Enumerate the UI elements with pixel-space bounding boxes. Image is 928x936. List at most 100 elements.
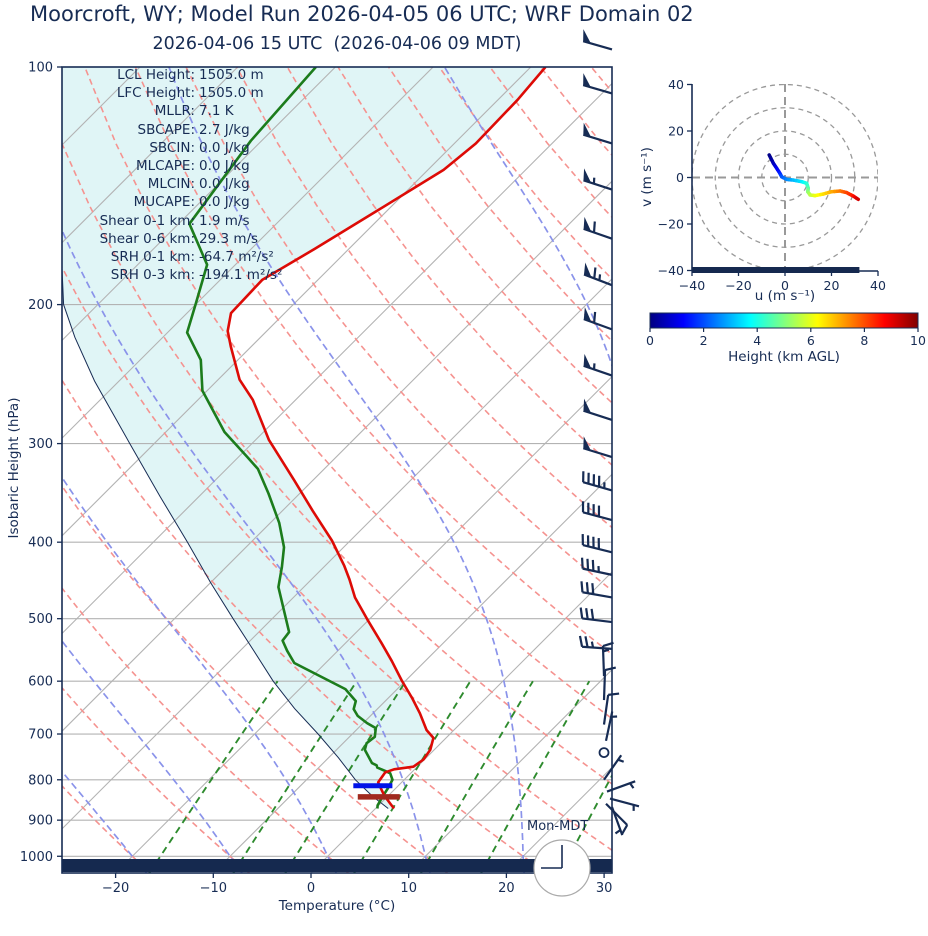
wind-barb-full	[585, 582, 589, 594]
hodograph-u-tick-label: −20	[725, 278, 751, 293]
mixing-ratio-line	[420, 680, 534, 873]
dry-adiabat-line	[62, 686, 250, 873]
stat-label: MLCAPE:	[135, 157, 195, 174]
wind-barb-full	[620, 824, 629, 836]
dewpoint-curve	[185, 67, 394, 809]
pressure-tick-label: 1000	[20, 850, 53, 865]
isotherm-line	[62, 67, 239, 244]
skewt-axes-frame	[61, 66, 613, 874]
wind-barb-pennant	[583, 29, 591, 44]
temperature-tick-label: 0	[307, 881, 315, 896]
pressure-tick-label: 900	[28, 814, 53, 829]
moist-adiabat-line	[62, 639, 243, 873]
wind-barb-pennant	[583, 398, 592, 414]
parcel-profile-curve	[62, 67, 389, 809]
temperature-tick-label: 10	[400, 881, 417, 896]
wind-barb-full	[580, 581, 584, 593]
stat-value: 0.0 J/kg	[199, 194, 250, 211]
stat-row: MLCAPE: 0.0 J/kg	[62, 157, 282, 175]
stat-label: LFC Height:	[116, 85, 195, 102]
y-axis-label: Isobaric Height (hPa)	[6, 397, 22, 539]
wind-barb-full	[584, 636, 589, 648]
moist-adiabat-line	[168, 67, 525, 873]
stat-row: SRH 0-1 km: -64.7 m²/s²	[62, 248, 282, 266]
wind-barb-half	[614, 829, 622, 835]
isotherm-line	[310, 571, 612, 873]
dry-adiabat-line	[235, 67, 612, 529]
stat-value: 1505.0 m	[199, 85, 264, 102]
stat-label: Shear 0-6 km:	[99, 230, 195, 247]
isotherm-line	[62, 67, 434, 439]
stat-label: LCL Height:	[117, 67, 195, 83]
x-axis-label: Temperature (°C)	[278, 898, 396, 914]
wind-barb-full	[586, 558, 590, 570]
mixing-ratio-line	[353, 680, 472, 873]
stat-value: 1505.0 m	[199, 67, 264, 83]
wind-barb-full	[593, 267, 597, 279]
wind-barb-half	[602, 648, 610, 653]
dry-adiabat-line	[489, 67, 612, 219]
colorbar-tick-label: 2	[700, 333, 708, 348]
wind-barb-pennant	[583, 436, 591, 451]
dry-adiabat-line	[62, 141, 612, 785]
dry-adiabat-line	[438, 67, 612, 281]
colorbar-tick-label: 8	[860, 333, 868, 348]
wind-barb-half	[629, 782, 635, 789]
hodograph-v-tick-label: −20	[658, 217, 684, 232]
dry-adiabat-line	[62, 484, 448, 873]
hodograph-v-tick-label: −40	[658, 263, 684, 278]
isotherm-line	[62, 67, 532, 537]
stat-label: MLLR:	[154, 103, 195, 120]
stat-value: 7.1 K	[199, 103, 234, 120]
stat-value: 2.7 J/kg	[199, 121, 250, 138]
wind-barb-staff	[583, 364, 613, 377]
stat-label: MLCIN:	[147, 176, 195, 193]
stat-value: 1.9 m/s	[199, 212, 250, 229]
wind-barb-pennant	[583, 73, 591, 88]
wind-barb-full	[591, 583, 595, 595]
dry-adiabat-line	[692, 67, 928, 873]
wind-barb-staff	[602, 694, 610, 725]
hodograph-u-tick-label: 20	[824, 278, 840, 293]
stat-value: -194.1 m²/s²	[199, 267, 283, 284]
hodograph-v-tick-label: 0	[676, 170, 684, 185]
wind-barb-pennant	[583, 262, 592, 278]
pressure-tick-label: 700	[28, 728, 53, 743]
moist-adiabat-line	[62, 475, 338, 873]
pressure-tick-label: 500	[28, 612, 53, 627]
calm-wind-circle	[598, 747, 610, 759]
isotherm-line	[408, 668, 612, 873]
dry-adiabat-line	[62, 378, 548, 873]
wind-barb-full	[593, 311, 597, 323]
wind-barb-full	[604, 666, 617, 672]
hodograph-u-tick-label: 40	[870, 278, 886, 293]
dry-adiabat-line	[337, 67, 612, 404]
wind-barb-staff	[583, 318, 613, 331]
page-title: Moorcroft, WY; Model Run 2026-04-05 06 U…	[30, 2, 694, 26]
dry-adiabat-line	[642, 67, 928, 873]
mixing-ratio-line	[626, 681, 725, 873]
wind-barb-full	[608, 692, 620, 696]
wind-barb-full	[580, 557, 584, 569]
wind-barb-full	[590, 608, 595, 620]
wind-barb-full	[579, 607, 584, 619]
isotherm-line	[702, 67, 928, 873]
dry-adiabat-line	[62, 784, 151, 873]
clock-icon	[533, 839, 591, 897]
wind-barb-staff	[583, 227, 613, 240]
stat-row: Shear 0-6 km: 29.3 m/s	[62, 230, 282, 248]
stat-row: SRH 0-3 km: -194.1 m²/s²	[62, 266, 283, 284]
wind-barb-pennant	[583, 168, 592, 183]
pressure-tick-label: 800	[28, 773, 53, 788]
stat-value: 0.0 J/kg	[199, 157, 250, 174]
stat-value: 29.3 m/s	[199, 230, 259, 247]
isotherm-line	[62, 82, 612, 635]
moist-adiabat-line	[62, 770, 148, 873]
hodograph-u-tick-label: −40	[679, 278, 705, 293]
wind-barb-staff	[582, 133, 613, 145]
stat-row: Shear 0-1 km: 1.9 m/s	[62, 212, 282, 230]
moist-adiabat-line	[62, 228, 431, 873]
stat-row: MLCIN: 0.0 J/kg	[62, 175, 282, 193]
wind-barb-column	[578, 29, 640, 836]
